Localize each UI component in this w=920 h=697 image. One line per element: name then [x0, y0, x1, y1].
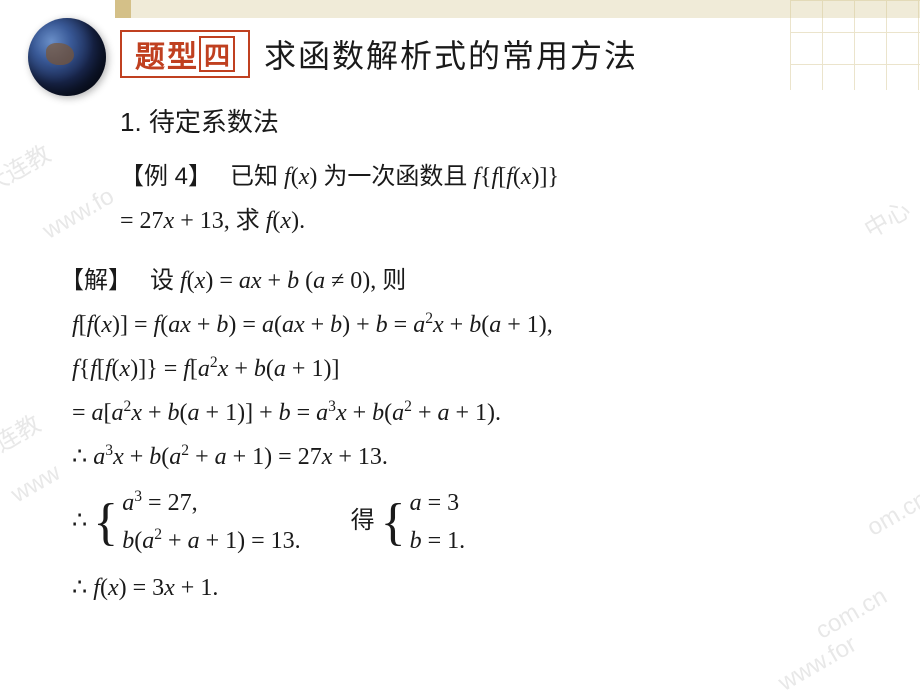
watermark-text: www.fo	[38, 183, 119, 246]
solution-step1: f[f(x)] = f(ax + b) = a(ax + b) + b = a2…	[72, 304, 880, 346]
problem-content: 1. 待定系数法 【例 4】 已知 f(x) 为一次函数且 f{f[f(x)]}…	[120, 98, 880, 243]
header-title: 求函数解析式的常用方法	[264, 31, 638, 77]
solution-content: 【解】 设 f(x) = ax + b (a ≠ 0), 则 f[f(x)] =…	[60, 258, 880, 611]
solution-result: ∴ f(x) = 3x + 1.	[72, 567, 880, 609]
system-right: 得 { a = 3 b = 1.	[351, 484, 466, 561]
solution-system: ∴ { a3 = 27, b(a2 + a + 1) = 13. 得 { a =…	[72, 484, 880, 561]
solution-step2a: f{f[f(x)]} = f[a2x + b(a + 1)]	[72, 348, 880, 390]
watermark-text: www.for	[773, 631, 861, 697]
watermark-text: 大连教	[0, 404, 46, 470]
left-brace-icon: {	[381, 502, 406, 544]
sys2-eq1: a = 3	[410, 484, 466, 522]
solution-label: 【解】	[60, 267, 132, 294]
solution-step3: ∴ a3x + b(a2 + a + 1) = 27x + 13.	[72, 436, 880, 478]
example-problem: 【例 4】 已知 f(x) 为一次函数且 f{f[f(x)]} = 27x + …	[120, 155, 880, 242]
method-title: 1. 待定系数法	[120, 98, 880, 147]
badge-char-2: 型	[167, 32, 197, 76]
system-mid-text: 得	[351, 508, 375, 534]
system-left: ∴ { a3 = 27, b(a2 + a + 1) = 13.	[72, 484, 301, 561]
sys1-eq2: b(a2 + a + 1) = 13.	[122, 522, 300, 560]
sys2-eq2: b = 1.	[410, 522, 466, 560]
globe-icon	[28, 18, 106, 96]
badge-char-1: 题	[135, 32, 165, 76]
left-brace-icon: {	[93, 502, 118, 544]
section-header: 题 型 四 求函数解析式的常用方法	[120, 30, 638, 78]
solution-step2b: = a[a2x + b(a + 1)] + b = a3x + b(a2 + a…	[72, 392, 880, 434]
example-label: 【例 4】	[120, 163, 212, 190]
badge-char-3: 四	[199, 36, 235, 72]
watermark-text: 大连教	[0, 134, 56, 200]
sys1-eq1: a3 = 27,	[122, 484, 300, 522]
top-grid-decoration	[790, 0, 920, 90]
watermark-text: www	[6, 459, 65, 509]
type-badge: 题 型 四	[120, 30, 250, 78]
solution-assume: 【解】 设 f(x) = ax + b (a ≠ 0), 则	[60, 260, 880, 302]
